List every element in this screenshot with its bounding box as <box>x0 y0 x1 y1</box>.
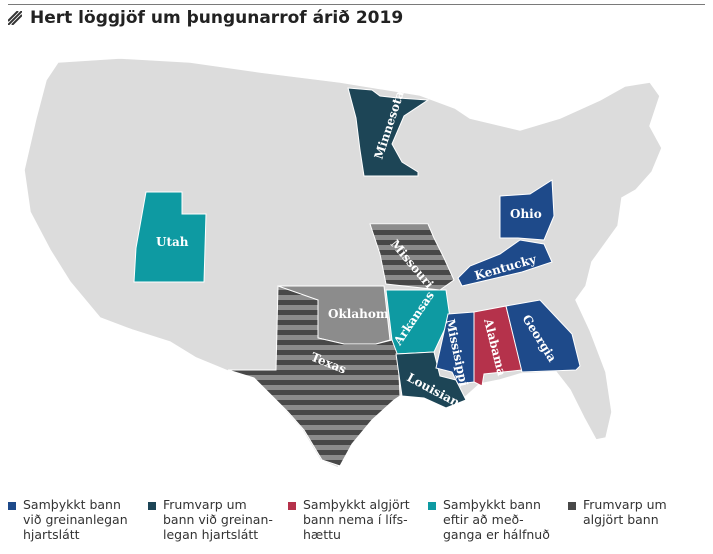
legend-label: Samþykkt bann við greinanlegan hjartslát… <box>23 497 128 542</box>
state-ohio <box>499 179 555 241</box>
page-title: Hert löggjöf um þungunarrof árið 2019 <box>30 8 404 28</box>
label-oklahoma: Oklahoma <box>328 307 397 321</box>
title-row: Hert löggjöf um þungunarrof árið 2019 <box>8 8 403 28</box>
state-kentucky <box>457 239 553 287</box>
state-missouri <box>369 223 455 291</box>
legend-label: Samþykkt algjört bann nema í lífs- hættu <box>303 497 410 542</box>
label-ohio: Ohio <box>510 207 542 221</box>
legend-item: Samþykkt bann við greinanlegan hjartslát… <box>8 497 148 542</box>
legend-item: Frumvarp um algjört bann <box>568 497 708 542</box>
state-georgia <box>505 299 581 373</box>
state-louisiana <box>395 351 467 409</box>
hatch-icon <box>8 11 22 25</box>
state-texas <box>227 285 401 467</box>
label-utah: Utah <box>156 235 189 249</box>
legend-swatch <box>568 502 576 510</box>
state-utah <box>133 191 207 283</box>
legend-swatch <box>288 502 296 510</box>
state-minnesota <box>347 87 430 177</box>
legend: Samþykkt bann við greinanlegan hjartslát… <box>8 497 708 542</box>
legend-item: Frumvarp um bann við greinan- legan hjar… <box>148 497 288 542</box>
legend-swatch <box>428 502 436 510</box>
legend-item: Samþykkt bann eftir að með- ganga er hál… <box>428 497 568 542</box>
legend-swatch <box>148 502 156 510</box>
legend-label: Frumvarp um bann við greinan- legan hjar… <box>163 497 273 542</box>
legend-swatch <box>8 502 16 510</box>
top-rule <box>8 4 705 5</box>
legend-item: Samþykkt algjört bann nema í lífs- hættu <box>288 497 428 542</box>
legend-label: Samþykkt bann eftir að með- ganga er hál… <box>443 497 550 542</box>
legend-label: Frumvarp um algjört bann <box>583 497 667 527</box>
